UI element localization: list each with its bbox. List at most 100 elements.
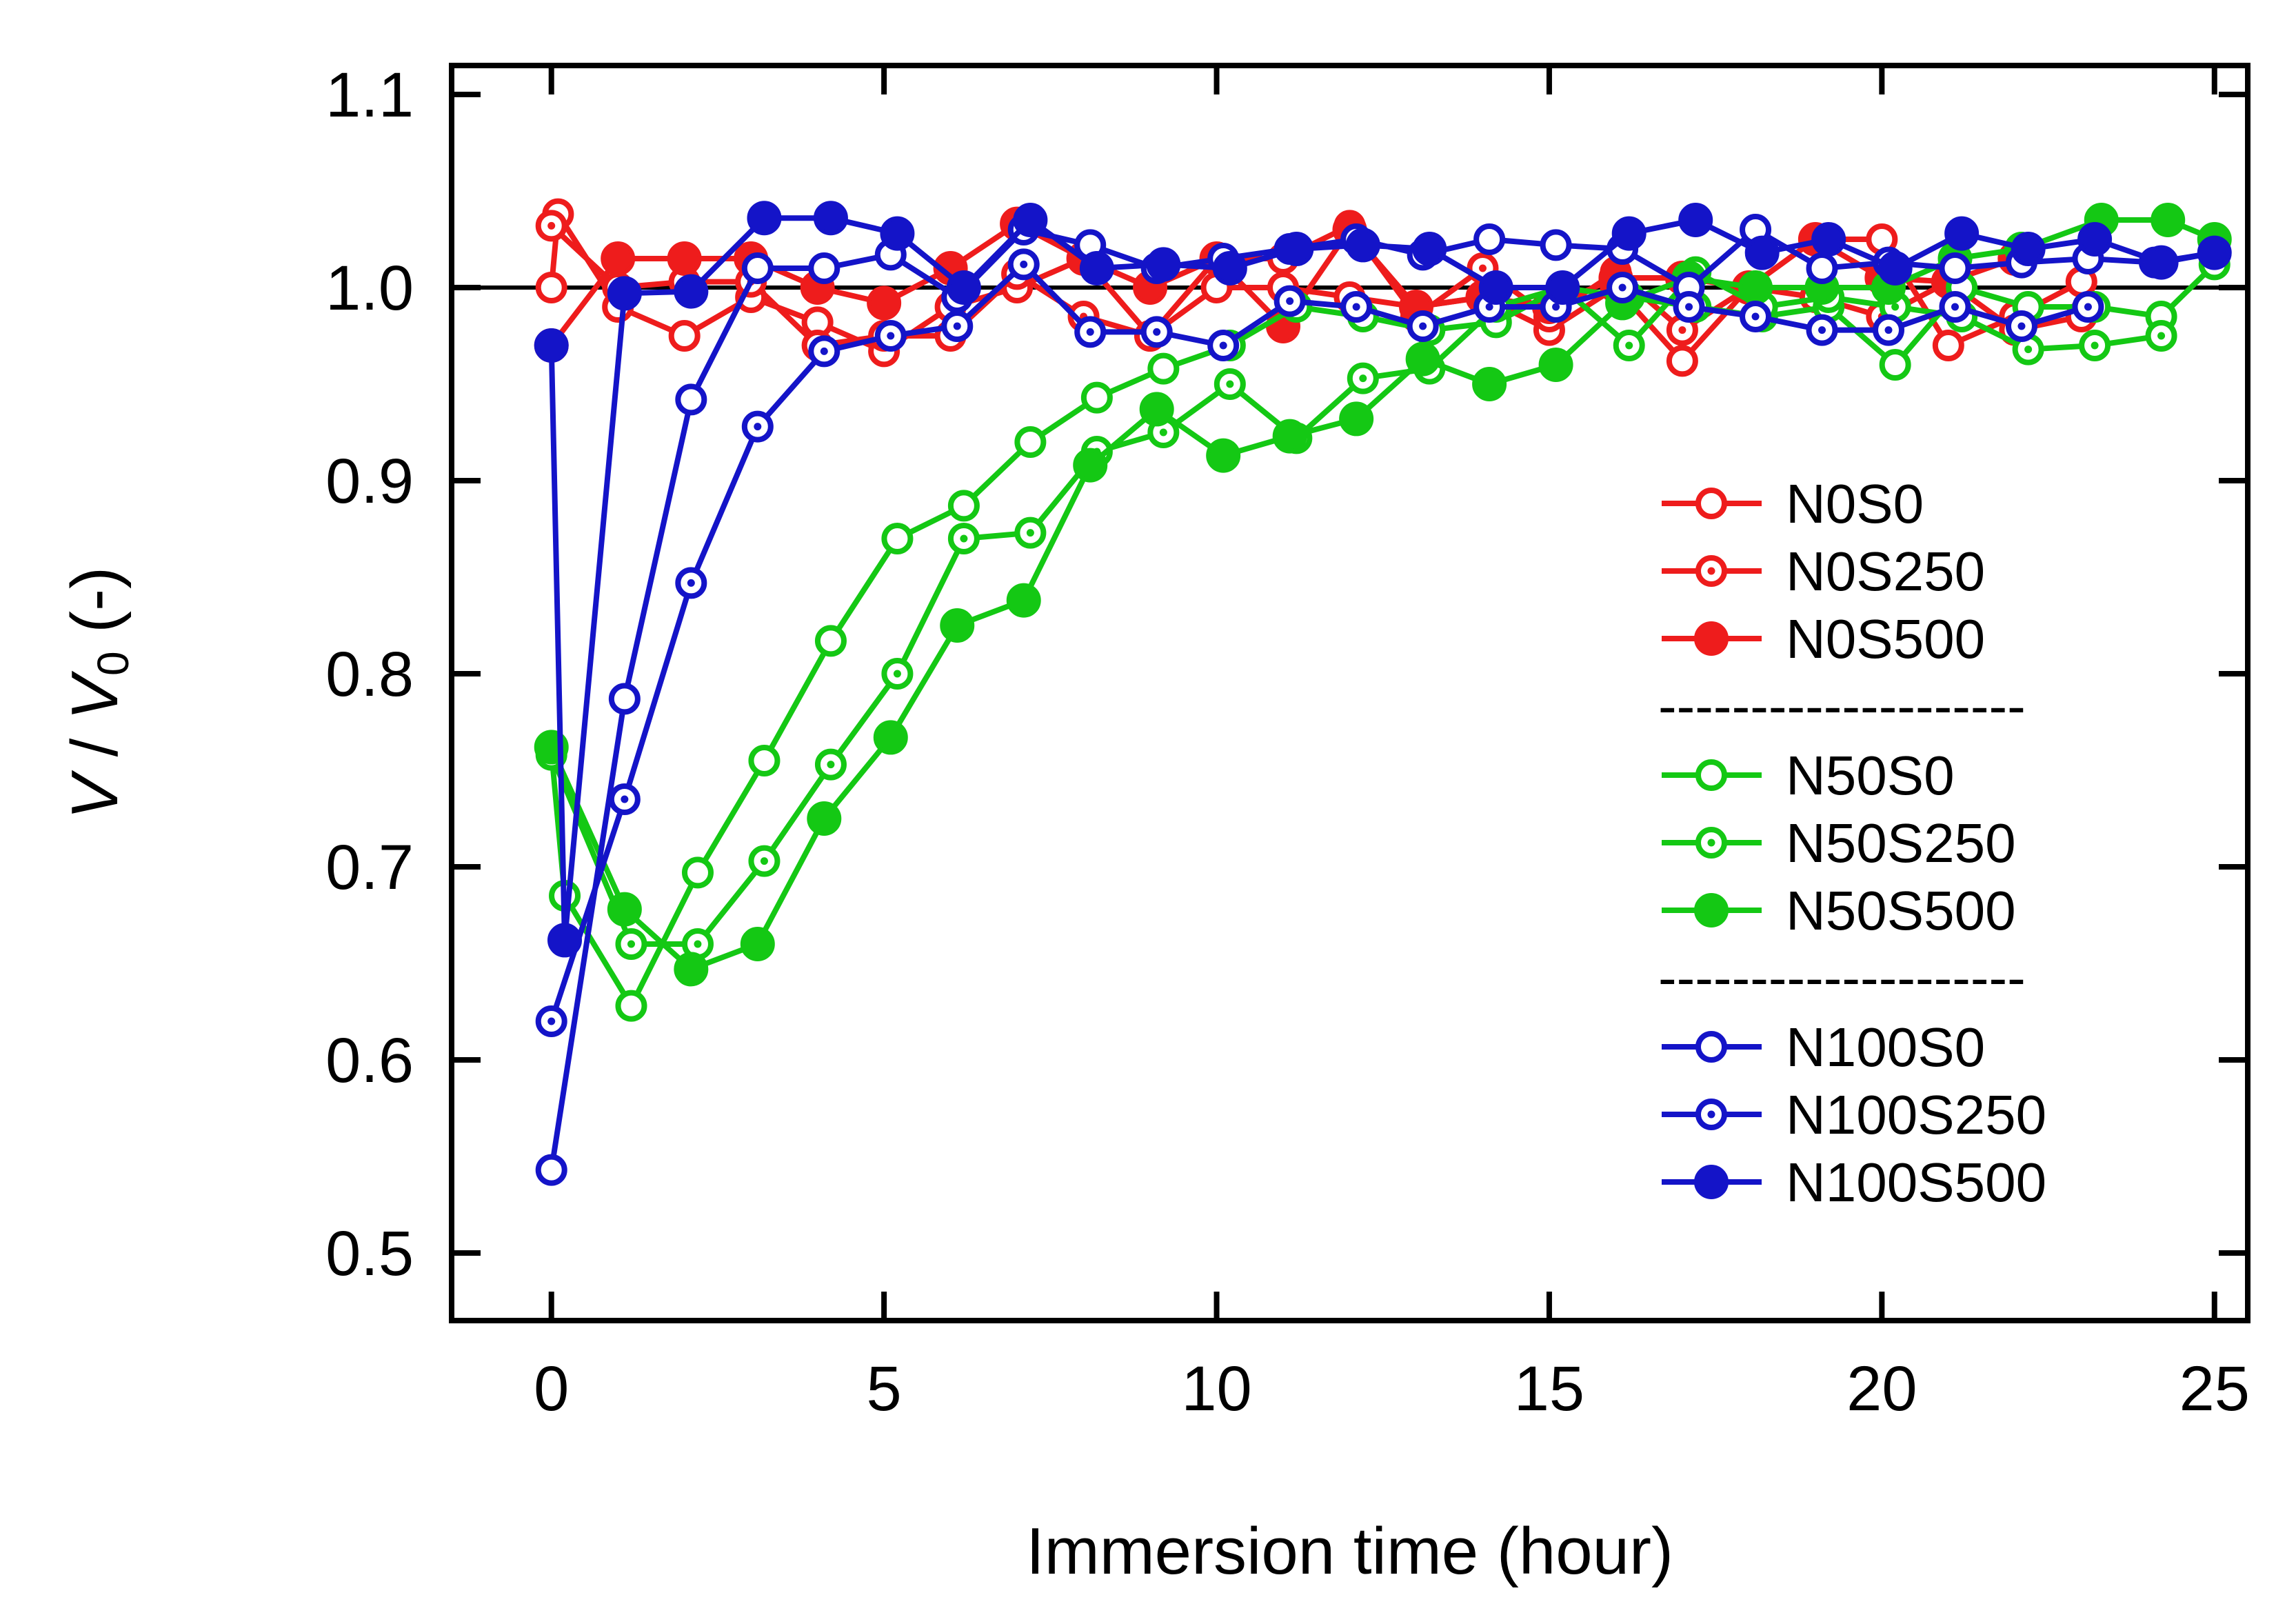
x-tick-label: 15: [1514, 1354, 1584, 1424]
data-point: [534, 328, 569, 363]
data-point: [808, 252, 840, 284]
data-point: [1146, 247, 1181, 282]
data-point-center: [827, 761, 835, 769]
legend-label: N0S500: [1786, 608, 1985, 670]
data-point-center: [2091, 341, 2099, 350]
data-point: [873, 720, 908, 755]
data-point: [1738, 270, 1773, 305]
data-point: [1666, 345, 1698, 377]
data-point-center: [1818, 326, 1826, 334]
data-point: [1540, 229, 1572, 261]
data-point: [667, 241, 702, 276]
data-point: [1879, 349, 1911, 381]
y-tick-label: 0.6: [325, 1025, 414, 1096]
data-point-center: [621, 795, 629, 803]
data-point: [1678, 203, 1713, 237]
data-point: [608, 683, 641, 715]
legend-item-n0s0: N0S0: [1662, 473, 1924, 534]
data-point-center: [1707, 567, 1715, 575]
y-axis-title: V / V0 (-): [58, 567, 138, 819]
legend-item-n0s250: N0S250: [1662, 541, 1985, 602]
data-point: [607, 276, 642, 311]
legend-item-n50s0: N50S0: [1662, 745, 1955, 806]
data-point: [807, 801, 842, 836]
data-point: [740, 927, 775, 961]
data-point: [1014, 426, 1047, 458]
data-point-center: [627, 940, 635, 948]
data-point: [1695, 1031, 1727, 1063]
x-tick-label: 0: [534, 1354, 569, 1424]
data-point: [668, 320, 701, 352]
legend-label: N100S0: [1786, 1016, 1985, 1078]
data-point: [1932, 330, 1964, 361]
legend-item-n100s500: N100S500: [1662, 1152, 2046, 1213]
data-point: [814, 625, 847, 657]
data-point-center: [1884, 326, 1893, 334]
data-point-center: [1352, 303, 1360, 311]
data-point-center: [1086, 328, 1094, 336]
data-point: [1877, 251, 1913, 285]
data-point: [1472, 367, 1507, 401]
tick-labels: 0 5 10 15 20 25 0.5 0.6 0.7 0.8 0.9 1.0 1.1: [325, 60, 2250, 1424]
data-point-center: [1485, 303, 1493, 311]
data-point-center: [687, 579, 695, 587]
data-point-center: [1891, 303, 1900, 311]
legend-item-n50s250: N50S250: [1662, 812, 2016, 874]
data-point-center: [820, 347, 828, 355]
legend-label: N50S500: [1786, 880, 2016, 941]
data-point-center: [953, 322, 961, 330]
x-tick-label: 10: [1181, 1354, 1251, 1424]
series-n100s500: [534, 201, 2232, 958]
x-tick-label: 5: [867, 1354, 902, 1424]
data-point: [1695, 488, 1727, 519]
y-axis-title-sep: /: [58, 720, 132, 775]
data-point-center: [1625, 341, 1633, 350]
data-point: [1206, 438, 1241, 473]
data-point: [946, 270, 981, 305]
data-point: [1212, 251, 1247, 285]
data-point-center: [1478, 264, 1487, 272]
data-point: [2197, 235, 2232, 270]
data-point-center: [1618, 283, 1627, 292]
y-tick-label: 1.0: [325, 253, 414, 323]
y-tick-label: 0.8: [325, 639, 414, 710]
data-point: [1694, 893, 1729, 928]
plot-frame: [449, 63, 2250, 1323]
data-point: [880, 216, 915, 251]
data-point: [747, 201, 782, 236]
legend-label: N50S250: [1786, 812, 2016, 874]
series-n100s250: [535, 248, 2104, 1037]
data-point: [601, 241, 636, 276]
data-point-center: [760, 857, 768, 865]
data-point: [1080, 381, 1113, 414]
data-point: [1339, 401, 1374, 437]
legend-item-n100s0: N100S0: [1662, 1016, 1985, 1078]
data-point-center: [1219, 341, 1227, 350]
data-point: [1272, 419, 1307, 454]
data-point: [1279, 232, 1314, 266]
data-point: [1611, 216, 1647, 251]
data-point: [1079, 251, 1114, 285]
x-axis-title: Immersion time (hour): [1026, 1514, 1673, 1588]
data-point-center: [547, 221, 556, 230]
x-tick-label: 25: [2179, 1354, 2250, 1424]
data-point: [867, 285, 902, 321]
plot-area: [452, 198, 2248, 1186]
data-point-center: [1286, 297, 1294, 305]
y-axis-title-v: V: [58, 770, 132, 819]
data-point-center: [1951, 303, 1959, 311]
data-point-center: [754, 423, 762, 431]
data-point: [1944, 216, 1980, 251]
legend-separator: --------------------: [1658, 675, 2026, 736]
axis-ticks: [452, 66, 2248, 1321]
data-point-center: [1552, 303, 1560, 311]
legend-item-n0s500: N0S500: [1662, 608, 1985, 670]
legend-item-n100s250: N100S250: [1662, 1084, 2046, 1145]
data-point: [1538, 348, 1573, 382]
data-point: [535, 272, 567, 303]
y-axis-title-unit: (-): [58, 567, 132, 652]
data-point: [1695, 759, 1727, 791]
data-point-center: [1026, 529, 1034, 537]
data-point-center: [1226, 380, 1234, 388]
data-point: [1545, 270, 1580, 305]
